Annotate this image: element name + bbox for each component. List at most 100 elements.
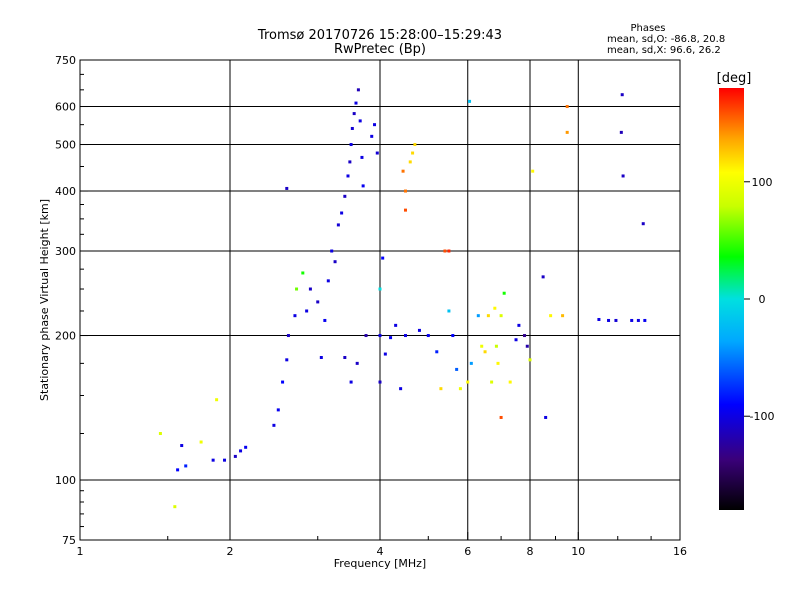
data-point: [565, 105, 569, 109]
data-point: [565, 130, 569, 134]
data-point: [349, 380, 353, 384]
data-point: [443, 249, 447, 253]
chart-subtitle: RwPretec (Bp): [334, 42, 426, 57]
chart-title: Tromsø 20170726 15:28:00–15:29:43: [257, 28, 502, 43]
data-point: [517, 323, 521, 327]
data-point: [469, 361, 473, 365]
data-point: [523, 334, 527, 338]
colorbar-ticks: 100 0 -100: [744, 176, 774, 423]
data-point: [326, 279, 330, 283]
data-point: [408, 160, 412, 164]
x-tick-label: 2: [227, 545, 234, 558]
data-point: [184, 464, 188, 468]
data-point: [352, 112, 356, 116]
data-point: [330, 249, 334, 253]
data-point: [620, 93, 624, 97]
data-point: [499, 415, 503, 419]
data-point: [403, 208, 407, 212]
phases-x-stats: mean, sd,X: 96.6, 26.2: [607, 45, 721, 56]
data-point: [401, 169, 405, 173]
data-point: [378, 287, 382, 291]
data-point: [447, 309, 451, 313]
colorbar-gradient: [719, 88, 744, 510]
data-point: [455, 367, 459, 371]
data-point: [490, 380, 494, 384]
data-point: [348, 160, 352, 164]
data-point: [614, 318, 618, 322]
data-point: [394, 323, 398, 327]
data-point: [451, 334, 455, 338]
colorbar-tick-label: 0: [759, 293, 766, 306]
data-point: [630, 318, 634, 322]
data-point: [343, 194, 347, 198]
x-tick-label: 10: [571, 545, 585, 558]
data-point: [641, 222, 645, 226]
data-point: [350, 126, 354, 130]
data-point: [403, 334, 407, 338]
data-point: [435, 350, 439, 354]
data-point: [494, 344, 498, 348]
data-point: [508, 380, 512, 384]
data-point: [417, 328, 421, 332]
phases-o-stats: mean, sd,O: -86.8, 20.8: [607, 34, 725, 45]
colorbar-tick-label: 100: [752, 176, 773, 189]
data-point: [636, 318, 640, 322]
x-axis-label: Frequency [MHz]: [334, 557, 426, 570]
data-point: [180, 444, 184, 448]
data-point: [360, 155, 364, 159]
data-point: [468, 99, 472, 103]
data-point: [295, 287, 299, 291]
data-point: [403, 189, 407, 193]
data-point: [319, 355, 323, 359]
y-axis-label: Stationary phase Virtual Height [km]: [38, 199, 51, 401]
data-point: [411, 151, 415, 155]
data-point: [356, 88, 360, 92]
data-point: [486, 314, 490, 318]
data-point: [340, 211, 344, 215]
data-point: [447, 249, 451, 253]
y-tick-label: 750: [55, 54, 76, 67]
data-point: [528, 358, 532, 362]
data-point: [480, 344, 484, 348]
data-point: [621, 174, 625, 178]
data-point: [323, 318, 327, 322]
data-point: [373, 123, 377, 127]
grid-lines: [80, 60, 680, 540]
y-tick-label: 75: [62, 534, 76, 547]
data-point: [514, 338, 518, 342]
data-point: [301, 271, 305, 275]
data-point: [244, 445, 248, 449]
data-point: [333, 260, 337, 264]
data-point: [305, 309, 309, 313]
x-tick-label: 6: [464, 545, 471, 558]
x-tick-label: 4: [377, 545, 384, 558]
data-point: [176, 468, 180, 472]
data-point: [285, 358, 289, 362]
data-point: [643, 318, 647, 322]
y-tick-label: 400: [55, 185, 76, 198]
data-point: [483, 350, 487, 354]
data-point: [223, 458, 227, 462]
data-point: [466, 380, 470, 384]
data-point: [619, 130, 623, 134]
data-point: [525, 344, 529, 348]
data-point: [364, 334, 368, 338]
data-point: [413, 143, 417, 147]
data-point: [158, 432, 162, 436]
data-point: [502, 291, 506, 295]
x-tick-label: 16: [673, 545, 687, 558]
data-point: [336, 223, 340, 227]
data-point: [272, 423, 276, 427]
data-point: [308, 287, 312, 291]
data-point: [293, 314, 297, 318]
data-point: [233, 454, 237, 458]
phases-heading: Phases: [630, 23, 665, 34]
data-points: [158, 88, 647, 509]
data-point: [531, 169, 535, 173]
data-point: [361, 184, 365, 188]
data-point: [173, 505, 177, 509]
data-point: [285, 186, 289, 190]
data-point: [346, 174, 350, 178]
x-tick-label: 1: [77, 545, 84, 558]
data-point: [476, 314, 480, 318]
